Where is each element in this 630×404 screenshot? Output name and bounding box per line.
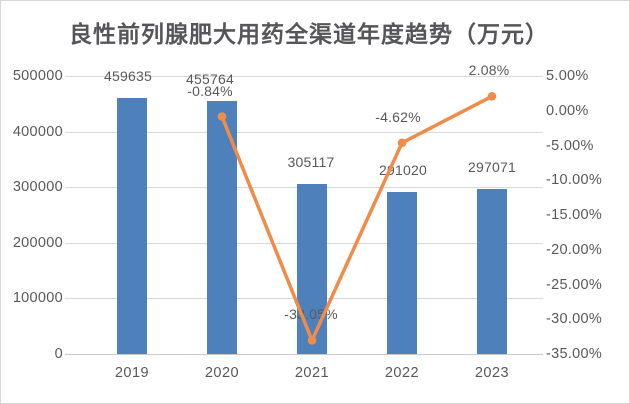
y-axis-left-tick: 100000	[12, 290, 63, 307]
line-marker	[307, 336, 317, 345]
y-axis-right-tick: -35.00%	[546, 346, 603, 362]
y-axis-right-tick: -20.00%	[546, 241, 603, 258]
line-marker	[397, 138, 407, 148]
x-axis-label: 2022	[384, 365, 420, 381]
y-axis-left-tick: 200000	[12, 234, 63, 251]
bar	[477, 188, 507, 354]
x-axis-label: 2021	[294, 365, 330, 381]
bar-value-label: 459635	[104, 68, 152, 85]
y-axis-right-tick: -5.00%	[546, 137, 594, 154]
x-axis-label: 2020	[204, 365, 240, 381]
bar-value-label: 305117	[287, 154, 335, 171]
chart-title: 良性前列腺肥大用药全渠道年度趋势（万元）	[69, 21, 549, 47]
y-axis-right-tick: 5.00%	[546, 68, 589, 84]
x-axis-baseline	[65, 354, 543, 355]
y-axis-left-tick: 400000	[12, 123, 63, 140]
bar	[387, 192, 417, 354]
x-axis-label: 2019	[114, 365, 150, 381]
line-value-label: -4.62%	[375, 108, 421, 125]
bar-value-label: 455764	[186, 70, 234, 87]
x-axis-label: 2023	[474, 365, 510, 381]
y-axis-right-tick: 0.00%	[546, 102, 589, 119]
y-axis-right-tick: -30.00%	[546, 311, 603, 328]
gridline	[65, 131, 543, 133]
bar-value-label: 297071	[468, 158, 516, 175]
y-axis-left-tick: 0	[54, 346, 63, 362]
bar	[297, 184, 327, 354]
y-axis-right-tick: -15.00%	[546, 207, 603, 223]
bar	[117, 98, 147, 354]
line-marker	[487, 91, 497, 101]
line-marker	[217, 112, 227, 121]
line-value-label: -0.84%	[187, 82, 233, 99]
y-axis-left-tick: 300000	[12, 179, 63, 196]
y-axis-right-tick: -10.00%	[546, 172, 603, 189]
y-axis-right-tick: -25.00%	[546, 276, 603, 293]
trend-line-svg	[217, 91, 497, 345]
line-value-label: 2.08%	[468, 62, 510, 79]
gridline	[65, 76, 543, 77]
trend-line	[220, 94, 494, 343]
y-axis-left-tick: 500000	[12, 68, 63, 84]
